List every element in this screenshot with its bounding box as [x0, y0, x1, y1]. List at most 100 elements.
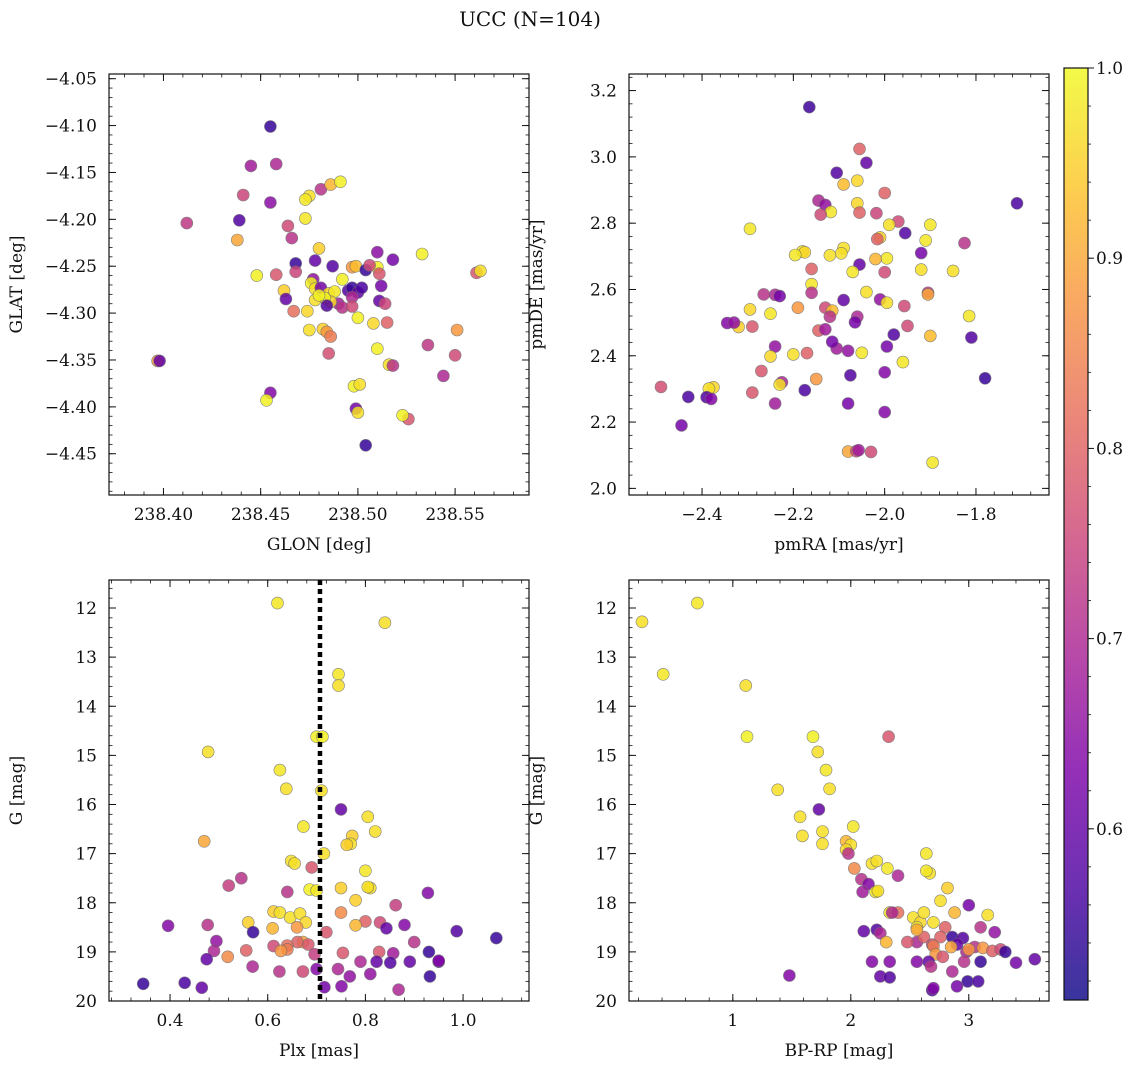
scatter-point	[796, 829, 809, 843]
scatter-point	[635, 615, 649, 629]
scatter-point	[934, 894, 947, 908]
scatter-point	[879, 935, 893, 949]
scatter-point	[764, 350, 777, 363]
x-tick-label: 0.8	[352, 1011, 379, 1031]
scatter-point	[864, 445, 878, 459]
scatter-point	[974, 955, 987, 969]
scatter-points	[151, 120, 487, 452]
scatter-point	[914, 246, 928, 260]
scatter-point	[896, 355, 910, 369]
y-tick-label: 2.0	[590, 479, 617, 499]
scatter-point	[704, 392, 718, 406]
scatter-point	[361, 810, 375, 824]
colorbar-frame	[1063, 67, 1089, 1001]
scatter-point	[853, 206, 866, 219]
scatter-point	[816, 837, 829, 851]
scatter-point	[260, 393, 273, 407]
scatter-point	[961, 975, 974, 988]
scatter-point	[178, 976, 191, 990]
scatter-point	[848, 315, 862, 329]
scatter-point	[946, 264, 960, 278]
scatter-point	[370, 245, 384, 259]
scatter-point	[285, 231, 299, 245]
x-tick-label: −2.2	[773, 505, 814, 525]
x-tick-label: 238.45	[231, 505, 290, 525]
y-tick-label: 18	[595, 894, 617, 914]
y-tick-label: 2.2	[590, 413, 617, 433]
scatter-point	[195, 981, 209, 995]
axes-frame	[628, 579, 1050, 1002]
scatter-point	[302, 323, 316, 337]
scatter-point	[273, 965, 286, 978]
x-tick-label: −1.8	[955, 505, 996, 525]
y-tick-label: 12	[75, 599, 97, 619]
scatter-point	[363, 967, 377, 981]
scatter-point	[844, 368, 857, 382]
x-tick-label: 0.6	[254, 1011, 281, 1031]
scatter-point	[865, 955, 879, 969]
scatter-point	[675, 419, 688, 432]
y-tick-label: 13	[75, 648, 97, 668]
colorbar: 0.6 0.7 0.8 0.9 1.0	[1063, 59, 1123, 1001]
scatter-point	[806, 730, 820, 744]
scatter-point	[250, 269, 264, 282]
scatter-point	[910, 955, 924, 969]
scatter-point	[332, 679, 345, 692]
scatter-point	[269, 268, 283, 282]
scatter-point	[349, 918, 362, 932]
scatter-point	[1010, 197, 1024, 210]
scatter-point	[842, 847, 855, 860]
scatter-point	[917, 906, 931, 919]
scatter-point	[380, 316, 394, 329]
scatter-point	[981, 908, 995, 922]
scatter-point	[274, 944, 288, 958]
scatter-point	[354, 955, 367, 969]
scatter-point	[289, 265, 303, 279]
scatter-point	[378, 297, 392, 311]
scatter-point	[924, 960, 938, 973]
scatter-point	[312, 288, 326, 302]
scatter-point	[757, 288, 771, 301]
scatter-point	[281, 219, 295, 233]
colorbar-gradient	[1064, 68, 1088, 1000]
scatter-point	[941, 881, 954, 895]
scatter-point	[407, 935, 421, 949]
scatter-point	[891, 869, 905, 883]
scatter-point	[881, 862, 894, 875]
panel-proper-motion: −2.4 −2.2 −2.0 −1.8 2.0 2.2 2.4 2.6 2.8 3.0 3.2 pmR…	[527, 73, 1050, 555]
scatter-point	[988, 925, 1002, 939]
y-tick-label: −4.45	[45, 445, 97, 465]
scatter-point	[857, 924, 871, 938]
x-tick-label: 1.0	[450, 1011, 477, 1031]
scatter-point	[745, 320, 759, 333]
y-tick-label: −4.10	[45, 117, 97, 137]
scatter-point	[386, 253, 400, 267]
scatter-points	[654, 100, 1024, 469]
scatter-point	[422, 945, 436, 959]
scatter-point	[269, 157, 283, 171]
scatter-point	[450, 924, 464, 938]
scatter-point	[882, 218, 896, 232]
scatter-point	[816, 825, 829, 838]
scatter-point	[944, 940, 958, 954]
y-tick-label: 2.8	[590, 214, 617, 234]
scatter-point	[239, 944, 253, 957]
x-axis-label: Plx [mas]	[279, 1041, 359, 1061]
scatter-point	[200, 952, 213, 966]
scatter-point	[825, 335, 839, 349]
x-tick-label: 2	[845, 1011, 856, 1031]
y-tick-label: 16	[75, 796, 97, 816]
scatter-point	[783, 969, 796, 982]
scatter-point	[923, 218, 937, 232]
scatter-point	[320, 299, 334, 312]
scatter-point	[691, 596, 704, 610]
scatter-point	[355, 281, 369, 295]
y-tick-label: −4.35	[45, 351, 97, 371]
scatter-point	[870, 206, 883, 220]
scatter-point	[398, 918, 411, 932]
scatter-point	[860, 156, 873, 170]
scatter-point	[340, 838, 354, 852]
scatter-point	[823, 249, 837, 262]
scatter-point	[310, 962, 323, 976]
